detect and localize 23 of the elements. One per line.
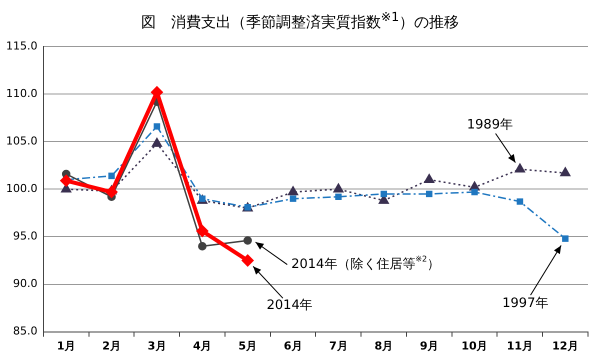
y-tick-label: 85.0 bbox=[12, 324, 38, 338]
x-tick-label: 6月 bbox=[284, 339, 302, 352]
x-tick-label: 11月 bbox=[506, 339, 534, 352]
x-tick-label: 3月 bbox=[148, 339, 166, 352]
x-tick-label: 1月 bbox=[56, 339, 76, 352]
x-tick-label: 2月 bbox=[102, 339, 121, 352]
x-tick-label: 5月 bbox=[238, 339, 258, 352]
text: 1997年 bbox=[502, 296, 548, 312]
x-tick-label: 10月 bbox=[461, 339, 488, 352]
chart-title: 図 消費支出（季節調整済実質指数$^{※1}$）の推移 bbox=[140, 8, 460, 33]
x-tick-label: 9月 bbox=[420, 339, 439, 352]
y-tick-label: 115.0 bbox=[6, 39, 38, 52]
text: 2014年 bbox=[266, 298, 313, 313]
y-tick-label: 105.0 bbox=[6, 134, 38, 148]
x-tick-label: 7月 bbox=[329, 339, 348, 352]
y-tick-label: 90.0 bbox=[12, 277, 38, 290]
x-tick-label: 4月 bbox=[192, 339, 212, 352]
x-tick-label: 12月 bbox=[552, 339, 578, 352]
y-tick-label: 95.0 bbox=[12, 230, 38, 243]
y-tick-label: 110.0 bbox=[6, 86, 38, 100]
y-tick-label: 100.0 bbox=[6, 182, 38, 196]
text: 1989年 bbox=[466, 118, 513, 133]
x-tick-label: 8月 bbox=[374, 339, 394, 352]
